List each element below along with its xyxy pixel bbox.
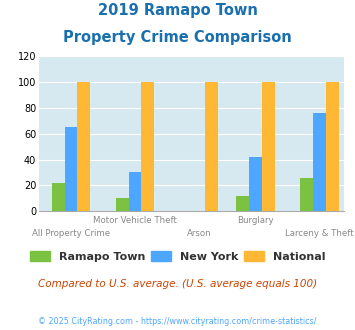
Bar xyxy=(300,178,313,211)
Bar xyxy=(313,113,326,211)
Bar xyxy=(262,82,275,211)
Bar xyxy=(129,172,141,211)
Text: © 2025 CityRating.com - https://www.cityrating.com/crime-statistics/: © 2025 CityRating.com - https://www.city… xyxy=(38,317,317,326)
Bar xyxy=(116,198,129,211)
Bar xyxy=(141,82,154,211)
Bar xyxy=(77,82,90,211)
Bar xyxy=(52,183,65,211)
Text: All Property Crime: All Property Crime xyxy=(32,229,110,238)
Text: Property Crime Comparison: Property Crime Comparison xyxy=(63,30,292,45)
Text: Arson: Arson xyxy=(186,229,211,238)
Bar xyxy=(326,82,339,211)
Bar xyxy=(249,157,262,211)
Bar xyxy=(65,127,77,211)
Bar xyxy=(236,196,249,211)
Text: Larceny & Theft: Larceny & Theft xyxy=(285,229,354,238)
Bar xyxy=(205,82,218,211)
Text: Motor Vehicle Theft: Motor Vehicle Theft xyxy=(93,216,177,225)
Text: Compared to U.S. average. (U.S. average equals 100): Compared to U.S. average. (U.S. average … xyxy=(38,279,317,289)
Text: 2019 Ramapo Town: 2019 Ramapo Town xyxy=(98,3,257,18)
Text: Burglary: Burglary xyxy=(237,216,274,225)
Legend: Ramapo Town, New York, National: Ramapo Town, New York, National xyxy=(26,247,329,266)
